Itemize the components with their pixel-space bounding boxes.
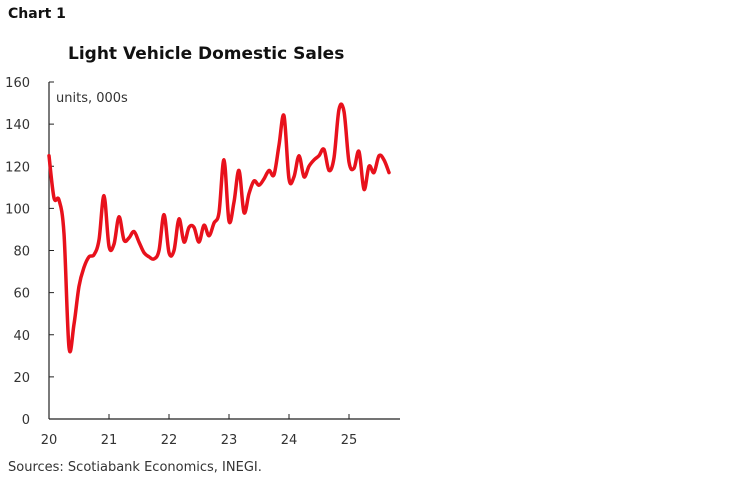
y-tick-label: 60 [13, 287, 30, 302]
y-tick-label: 20 [13, 371, 30, 386]
x-tick-label: 21 [101, 433, 118, 448]
unit-label: units, 000s [56, 91, 128, 106]
x-tick-label: 23 [221, 433, 238, 448]
chart-title: Light Vehicle Domestic Sales [68, 44, 345, 64]
x-tick-label: 22 [161, 433, 178, 448]
chart-label: Chart 1 [8, 6, 66, 22]
y-tick-label: 120 [5, 160, 30, 175]
x-tick-label: 24 [281, 433, 298, 448]
x-tick-label: 25 [341, 433, 358, 448]
y-tick-label: 0 [22, 413, 30, 428]
y-tick-label: 40 [13, 329, 30, 344]
sources-note: Sources: Scotiabank Economics, INEGI. [8, 460, 262, 475]
x-tick-label: 20 [41, 433, 58, 448]
sales-line [47, 102, 391, 354]
y-tick-label: 100 [5, 202, 30, 217]
y-tick-label: 80 [13, 245, 30, 260]
y-tick-label: 160 [5, 76, 30, 91]
y-tick-label: 140 [5, 118, 30, 133]
